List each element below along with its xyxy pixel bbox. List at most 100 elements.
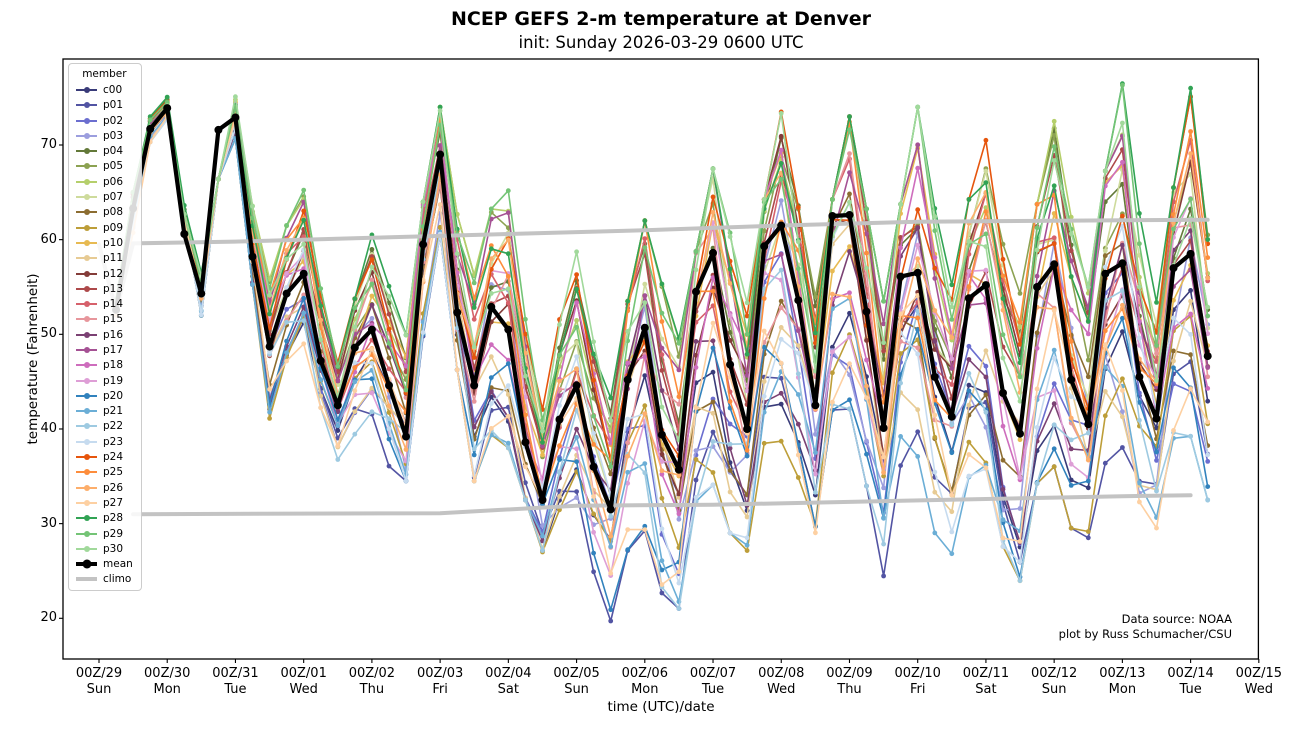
legend-label: p12	[103, 267, 124, 280]
legend-swatch-p18	[76, 362, 97, 369]
legend-swatch-p20	[76, 392, 97, 399]
x-tick-time: 00Z/05	[553, 666, 600, 681]
legend-label: p29	[103, 527, 124, 540]
legend-swatch-p28	[76, 515, 97, 522]
legend-swatch-p11	[76, 255, 97, 262]
legend-item-p27: p27	[76, 495, 133, 510]
x-tick-time: 00Z/11	[962, 666, 1010, 681]
legend-swatch-p26	[76, 484, 97, 491]
x-tick-day: Wed	[289, 682, 318, 697]
x-tick-time: 00Z/07	[689, 666, 737, 681]
legend-item-p26: p26	[76, 480, 133, 495]
legend-swatch-p12	[76, 270, 97, 277]
climo_min-line	[131, 493, 1193, 517]
legend-swatch-p24	[76, 454, 97, 461]
x-tick-day: Wed	[767, 682, 796, 697]
x-tick-time: 00Z/04	[485, 666, 532, 681]
data-source-annotation: Data source: NOAA plot by Russ Schumache…	[1059, 612, 1232, 642]
x-tick-time: 00Z/02	[348, 666, 396, 681]
legend-item-p14: p14	[76, 296, 133, 311]
legend-label: p17	[103, 343, 124, 356]
x-tick-label: 00Z/15 Wed	[1217, 666, 1290, 698]
legend-label: p19	[103, 374, 124, 387]
x-tick-label: 00Z/06 Mon	[603, 666, 687, 698]
legend-item-p20: p20	[76, 388, 133, 403]
legend-item-p04: p04	[76, 143, 133, 158]
legend-label: p09	[103, 221, 124, 234]
legend-swatch-p25	[76, 469, 97, 476]
x-tick-time: 00Z/13	[1099, 666, 1146, 681]
legend: member c00 p01 p02 p03 p04 p05 p06 p07 p08 p09 p10…	[68, 63, 142, 592]
x-tick-label: 00Z/11 Sat	[944, 666, 1028, 698]
x-tick-label: 00Z/08 Wed	[739, 666, 823, 698]
legend-item-c00: c00	[76, 82, 133, 97]
legend-item-mean: mean	[76, 557, 133, 572]
x-tick-label: 00Z/10 Fri	[876, 666, 960, 698]
x-tick-day: Mon	[1108, 682, 1137, 697]
legend-item-p28: p28	[76, 511, 133, 526]
legend-label: p18	[103, 359, 124, 372]
y-tick-label: 40	[40, 420, 57, 436]
legend-item-p12: p12	[76, 266, 133, 281]
legend-item-p11: p11	[76, 251, 133, 266]
legend-item-p09: p09	[76, 220, 133, 235]
plot-credit-line: plot by Russ Schumacher/CSU	[1058, 627, 1232, 641]
legend-label: climo	[103, 573, 132, 586]
legend-label: p11	[103, 252, 124, 265]
legend-label: p13	[103, 282, 124, 295]
legend-label: c00	[103, 83, 123, 96]
legend-swatch-p29	[76, 530, 97, 537]
legend-item-p05: p05	[76, 159, 133, 174]
x-tick-day: Thu	[837, 682, 862, 697]
legend-swatch-p06	[76, 178, 97, 185]
legend-item-p29: p29	[76, 526, 133, 541]
series-p29	[113, 82, 1211, 469]
x-tick-label: 00Z/12 Sun	[1012, 666, 1096, 698]
x-tick-time: 00Z/09	[826, 666, 873, 681]
x-tick-label: 00Z/02 Thu	[330, 666, 414, 698]
legend-swatch-p05	[76, 163, 97, 170]
legend-item-p01: p01	[76, 98, 133, 113]
legend-label: p08	[103, 206, 124, 219]
x-tick-day: Sun	[86, 682, 112, 697]
legend-item-p06: p06	[76, 174, 133, 189]
legend-swatch-p30	[76, 545, 97, 552]
x-tick-time: 00Z/15	[1235, 666, 1282, 681]
legend-label: mean	[103, 558, 133, 571]
legend-item-p17: p17	[76, 342, 133, 357]
legend-item-p24: p24	[76, 449, 133, 464]
legend-item-p19: p19	[76, 373, 133, 388]
x-tick-label: 00Z/09 Thu	[807, 666, 891, 698]
axes-frame	[62, 58, 1260, 660]
x-tick-time: 00Z/29	[75, 666, 123, 681]
x-tick-day: Mon	[153, 682, 181, 697]
legend-swatch-p03	[76, 132, 97, 139]
chart-subtitle: init: Sunday 2026-03-29 0600 UTC	[518, 33, 804, 52]
x-tick-label: 00Z/07 Tue	[671, 666, 755, 698]
legend-label: p10	[103, 236, 124, 249]
x-tick-time: 00Z/10	[894, 666, 941, 681]
y-tick-label: 20	[40, 610, 57, 626]
legend-swatch-p01	[76, 102, 97, 109]
x-tick-day: Thu	[359, 682, 385, 697]
x-tick-time: 00Z/03	[416, 666, 464, 681]
x-axis-label: time (UTC)/date	[607, 699, 715, 715]
legend-label: p02	[103, 114, 124, 127]
y-tick-label: 30	[40, 515, 57, 531]
legend-item-p16: p16	[76, 327, 133, 342]
legend-swatch-climo	[76, 577, 97, 582]
x-tick-time: 00Z/08	[758, 666, 805, 681]
legend-title: member	[82, 68, 127, 80]
legend-label: p07	[103, 191, 124, 204]
x-tick-time: 00Z/30	[144, 666, 191, 681]
legend-label: p27	[103, 496, 124, 509]
legend-swatch-p21	[76, 408, 97, 415]
legend-label: p03	[103, 129, 124, 142]
legend-label: p25	[103, 466, 124, 479]
chart-title: NCEP GEFS 2-m temperature at Denver	[450, 8, 871, 30]
x-tick-day: Tue	[224, 682, 247, 697]
legend-swatch-p19	[76, 377, 97, 384]
legend-swatch-p09	[76, 224, 97, 231]
